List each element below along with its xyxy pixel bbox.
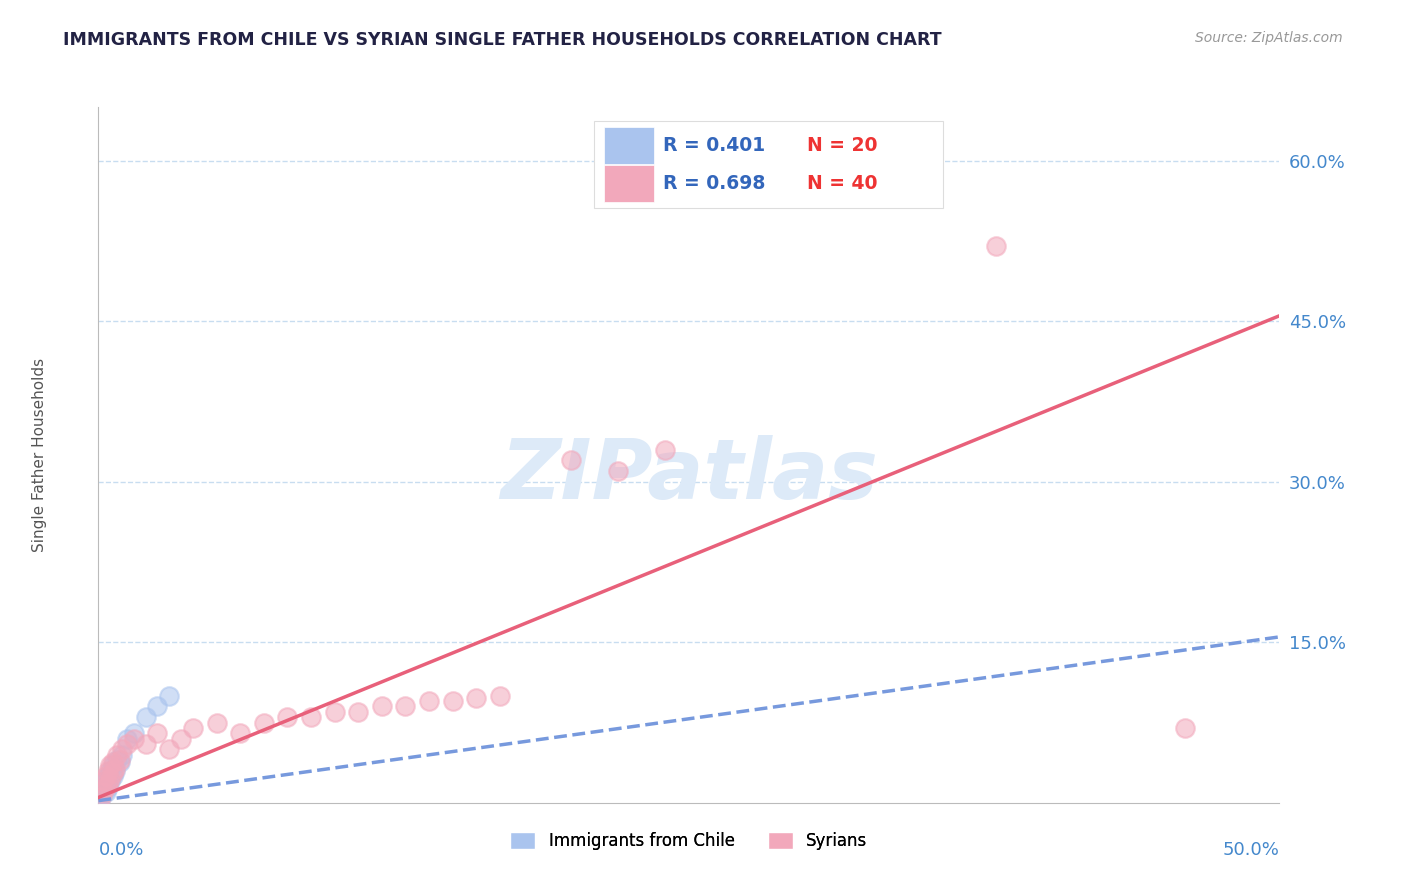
Point xyxy=(94,774,117,789)
Text: Single Father Households: Single Father Households xyxy=(32,358,46,552)
Point xyxy=(98,774,121,789)
Point xyxy=(135,737,157,751)
Point xyxy=(108,753,131,767)
Point xyxy=(90,790,112,805)
Point xyxy=(94,780,117,794)
Point xyxy=(253,715,276,730)
FancyBboxPatch shape xyxy=(605,165,654,202)
Point xyxy=(418,694,440,708)
Text: R = 0.401: R = 0.401 xyxy=(664,136,765,155)
Point xyxy=(104,764,127,778)
Point xyxy=(91,787,114,801)
Point xyxy=(560,453,582,467)
Point xyxy=(122,726,145,740)
Text: Source: ZipAtlas.com: Source: ZipAtlas.com xyxy=(1195,31,1343,45)
Point xyxy=(115,737,138,751)
Point xyxy=(101,769,124,783)
Point xyxy=(91,785,114,799)
Point xyxy=(146,726,169,740)
Text: R = 0.698: R = 0.698 xyxy=(664,174,765,193)
Text: N = 40: N = 40 xyxy=(807,174,877,193)
Point xyxy=(299,710,322,724)
Point xyxy=(394,699,416,714)
Point xyxy=(170,731,193,746)
Text: N = 20: N = 20 xyxy=(807,136,877,155)
Point xyxy=(105,747,128,762)
Point xyxy=(98,758,121,772)
Point xyxy=(98,772,121,787)
Text: ZIPatlas: ZIPatlas xyxy=(501,435,877,516)
Point xyxy=(94,785,117,799)
Point xyxy=(91,780,114,794)
Point xyxy=(205,715,228,730)
Point xyxy=(101,755,124,769)
Point xyxy=(347,705,370,719)
Point xyxy=(465,690,488,705)
Point xyxy=(98,764,121,778)
FancyBboxPatch shape xyxy=(595,121,943,208)
Point xyxy=(111,742,134,756)
Point xyxy=(276,710,298,724)
Point xyxy=(97,769,120,783)
Point xyxy=(489,689,512,703)
Point xyxy=(441,694,464,708)
Point xyxy=(607,464,630,478)
Point xyxy=(654,442,676,457)
Point xyxy=(984,239,1007,253)
Point xyxy=(104,762,127,776)
Point xyxy=(146,699,169,714)
Point xyxy=(1174,721,1197,735)
Point xyxy=(371,699,394,714)
Point xyxy=(111,747,134,762)
Text: 0.0%: 0.0% xyxy=(98,841,143,859)
Point xyxy=(181,721,204,735)
Point xyxy=(115,731,138,746)
Point xyxy=(97,776,120,790)
Point xyxy=(91,774,114,789)
Point xyxy=(229,726,252,740)
Point xyxy=(97,780,120,794)
Point xyxy=(101,765,124,780)
Point xyxy=(108,755,131,769)
Text: IMMIGRANTS FROM CHILE VS SYRIAN SINGLE FATHER HOUSEHOLDS CORRELATION CHART: IMMIGRANTS FROM CHILE VS SYRIAN SINGLE F… xyxy=(63,31,942,49)
Point xyxy=(122,731,145,746)
Point xyxy=(90,790,112,805)
Point xyxy=(105,753,128,767)
Text: 50.0%: 50.0% xyxy=(1223,841,1279,859)
Point xyxy=(157,689,180,703)
Point xyxy=(323,705,346,719)
Point xyxy=(157,742,180,756)
Point xyxy=(135,710,157,724)
Legend: Immigrants from Chile, Syrians: Immigrants from Chile, Syrians xyxy=(503,826,875,857)
Point xyxy=(94,769,117,783)
FancyBboxPatch shape xyxy=(605,127,654,164)
Point xyxy=(97,764,120,778)
Point xyxy=(101,758,124,772)
